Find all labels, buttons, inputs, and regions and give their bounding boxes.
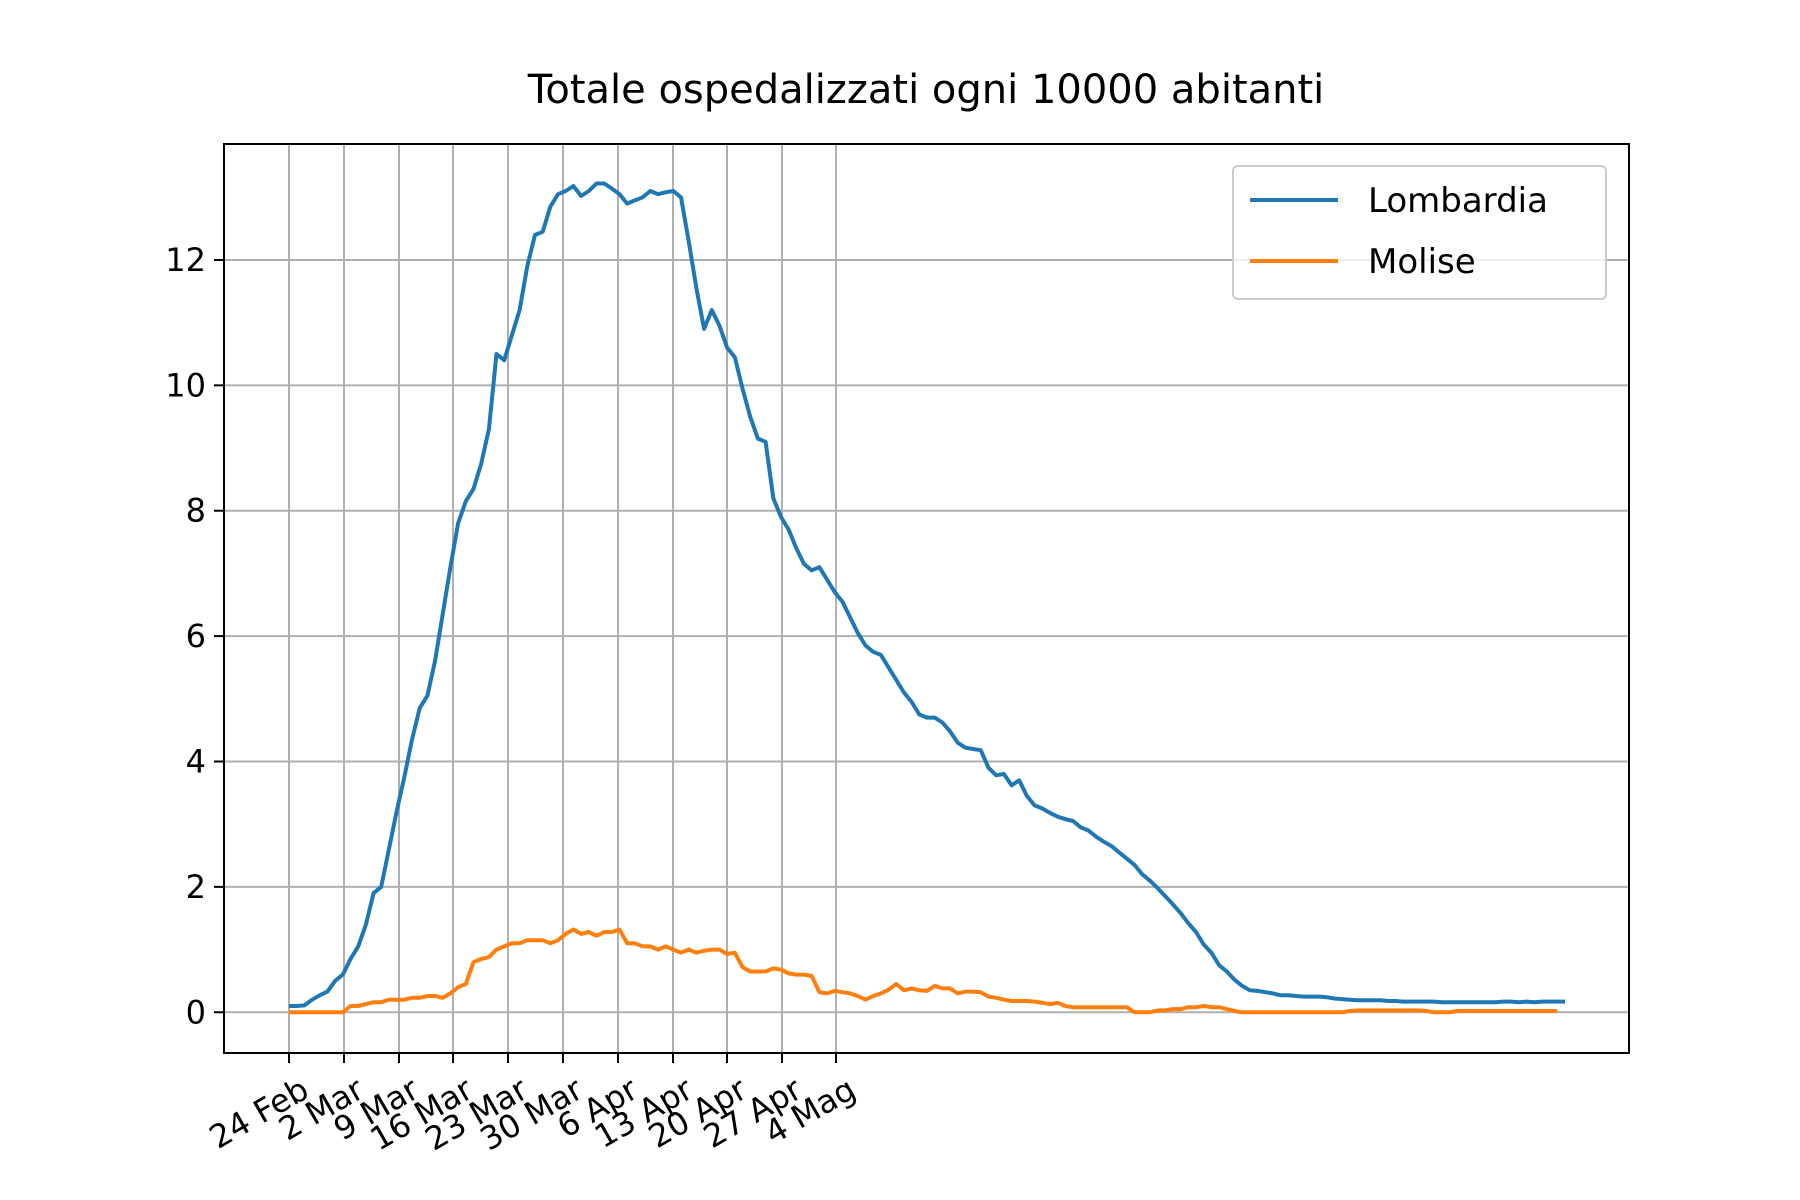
- chart-title: Totale ospedalizzati ogni 10000 abitanti: [527, 67, 1325, 113]
- y-tick-label: 12: [165, 241, 206, 279]
- y-tick-label: 8: [186, 492, 206, 530]
- y-tick-label: 6: [186, 617, 206, 655]
- legend-label-lombardia: Lombardia: [1368, 181, 1548, 221]
- series-group: [289, 181, 1565, 1015]
- y-axis: 0 2 4 6 8 10 12: [165, 241, 224, 1031]
- y-tick-label: 10: [165, 366, 206, 404]
- y-tick-label: 0: [186, 993, 206, 1031]
- legend-label-molise: Molise: [1368, 242, 1476, 282]
- series-line-lombardia: [289, 181, 1565, 1008]
- plot-frame: [223, 143, 1630, 1054]
- grid: [224, 144, 1629, 1053]
- y-tick-label: 2: [186, 868, 206, 906]
- y-tick-label: 4: [186, 742, 206, 780]
- legend: Lombardia Molise: [1232, 165, 1607, 300]
- series-line-molise: [289, 927, 1558, 1015]
